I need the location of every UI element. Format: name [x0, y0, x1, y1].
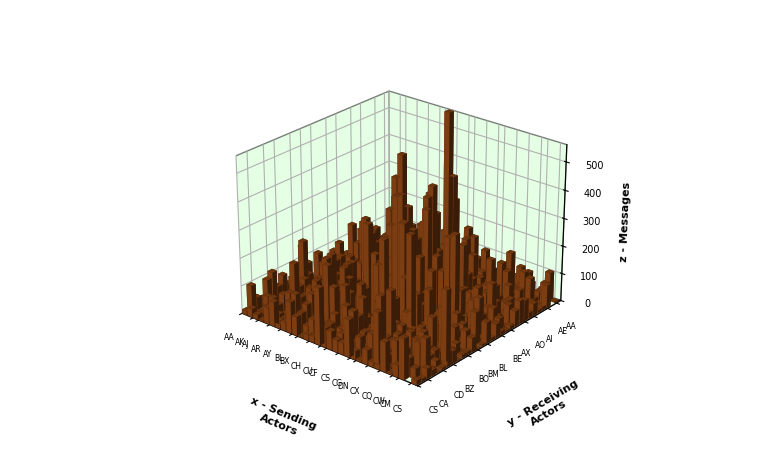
X-axis label: x - Sending
Actors: x - Sending Actors [244, 396, 317, 443]
Y-axis label: y - Receiving
Actors: y - Receiving Actors [506, 378, 586, 438]
